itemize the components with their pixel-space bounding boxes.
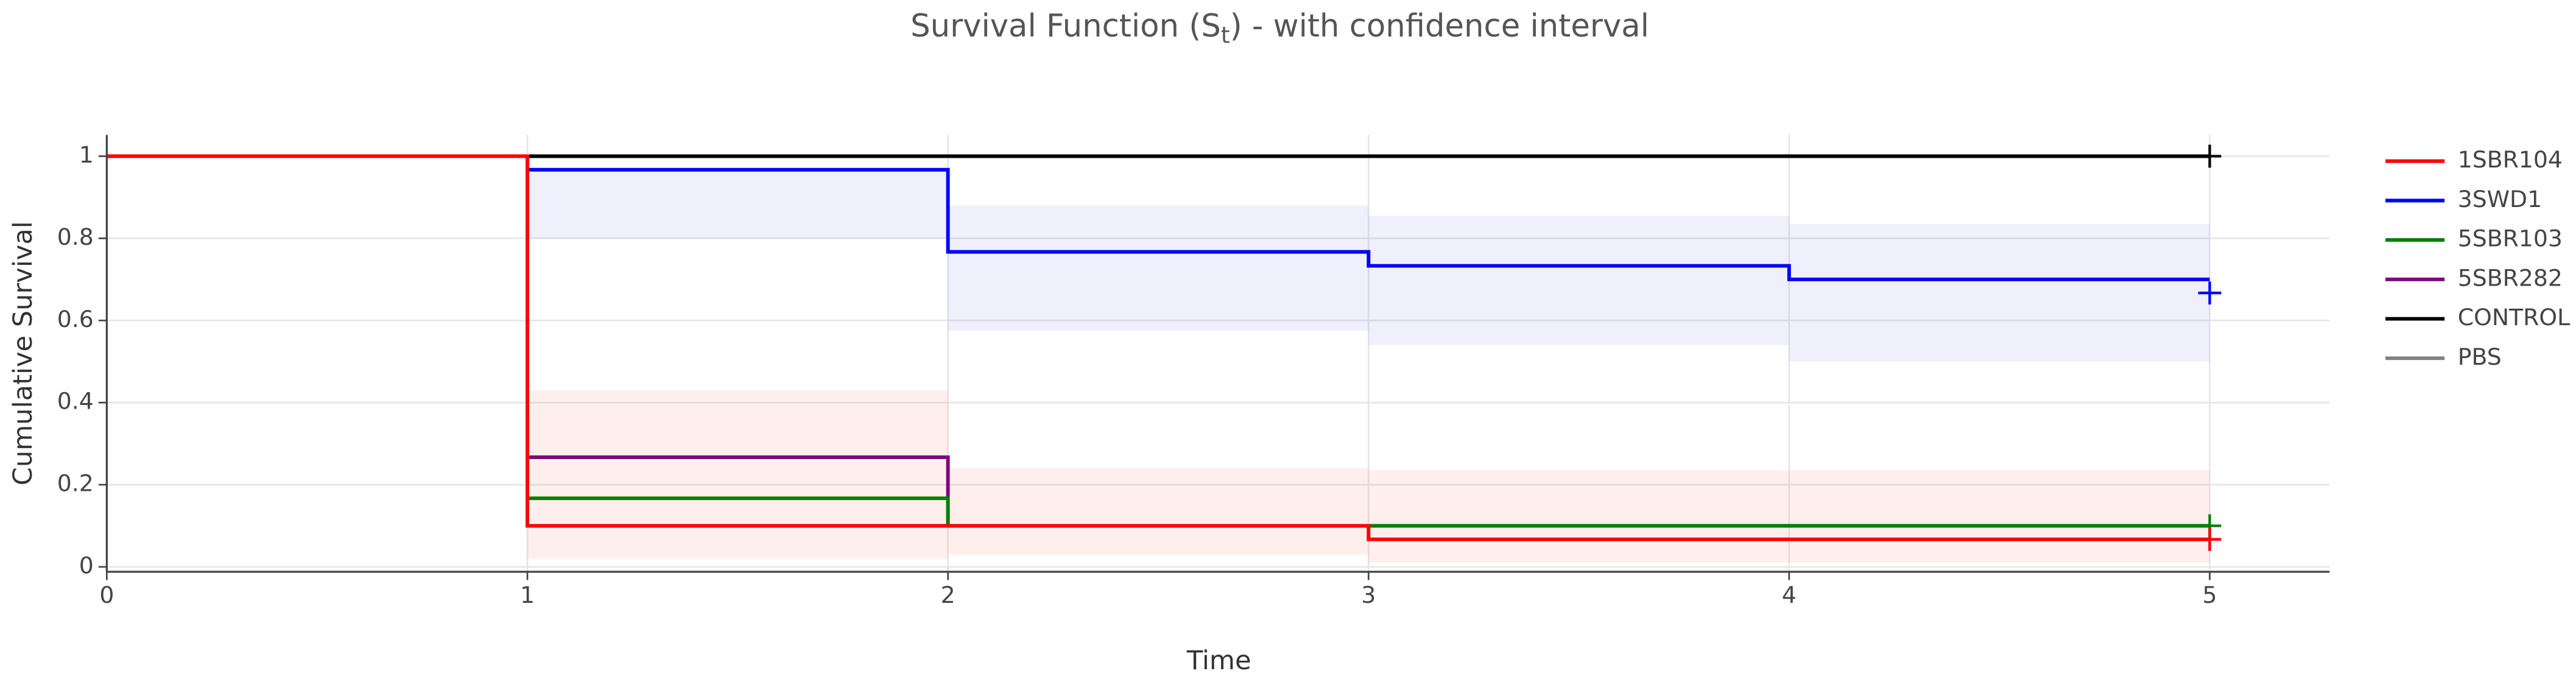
y-tick-label: 0.4: [57, 388, 94, 415]
bands: rgba(255,80,40,0.09)rgba(60,60,230,0.08): [107, 156, 2210, 563]
lines: [107, 144, 2222, 551]
survival-line: [107, 154, 2210, 541]
y-axis-title: Cumulative Survival: [8, 221, 38, 485]
confidence-band: [107, 156, 2210, 362]
y-tick-label: 0.8: [57, 223, 94, 250]
legend-label: 1SBR104: [2458, 146, 2563, 173]
x-tick-label: 0: [99, 582, 114, 608]
grid: 0 1 2 3 4 5 0 0.2 0.4 0.6 0.8 1: [57, 135, 2330, 608]
x-tick-label: 2: [941, 582, 955, 608]
legend-label: 5SBR282: [2458, 264, 2563, 291]
y-tick-label: 0.2: [57, 470, 94, 497]
title-subscript: t: [1221, 21, 1230, 48]
y-tick-label: 1: [79, 141, 94, 168]
title-text: Survival Function (S: [910, 8, 1221, 44]
x-tick-label: 1: [520, 582, 535, 608]
title-text: ) - with confidence interval: [1230, 8, 1649, 44]
legend-label: CONTROL: [2458, 304, 2570, 331]
censor-mark: [2198, 144, 2222, 168]
x-tick-label: 5: [2202, 582, 2217, 608]
x-tick-label: 3: [1361, 582, 1376, 608]
y-tick-label: 0: [79, 552, 94, 578]
legend-label: PBS: [2458, 343, 2502, 370]
x-axis-title: Time: [1186, 645, 1251, 676]
confidence-band: [107, 156, 2210, 563]
legend-label: 5SBR103: [2458, 225, 2563, 252]
censor-mark: [2198, 281, 2222, 304]
chart-title: Survival Function (St) - with confidence…: [910, 8, 1649, 48]
y-tick-label: 0.6: [57, 306, 94, 332]
censor-mark: [2198, 527, 2222, 551]
x-tick-label: 4: [1782, 582, 1797, 608]
legend: 1SBR104 3SWD1 5SBR103 5SBR282 CONTROL PBS: [2385, 146, 2570, 370]
legend-label: 3SWD1: [2458, 186, 2542, 213]
